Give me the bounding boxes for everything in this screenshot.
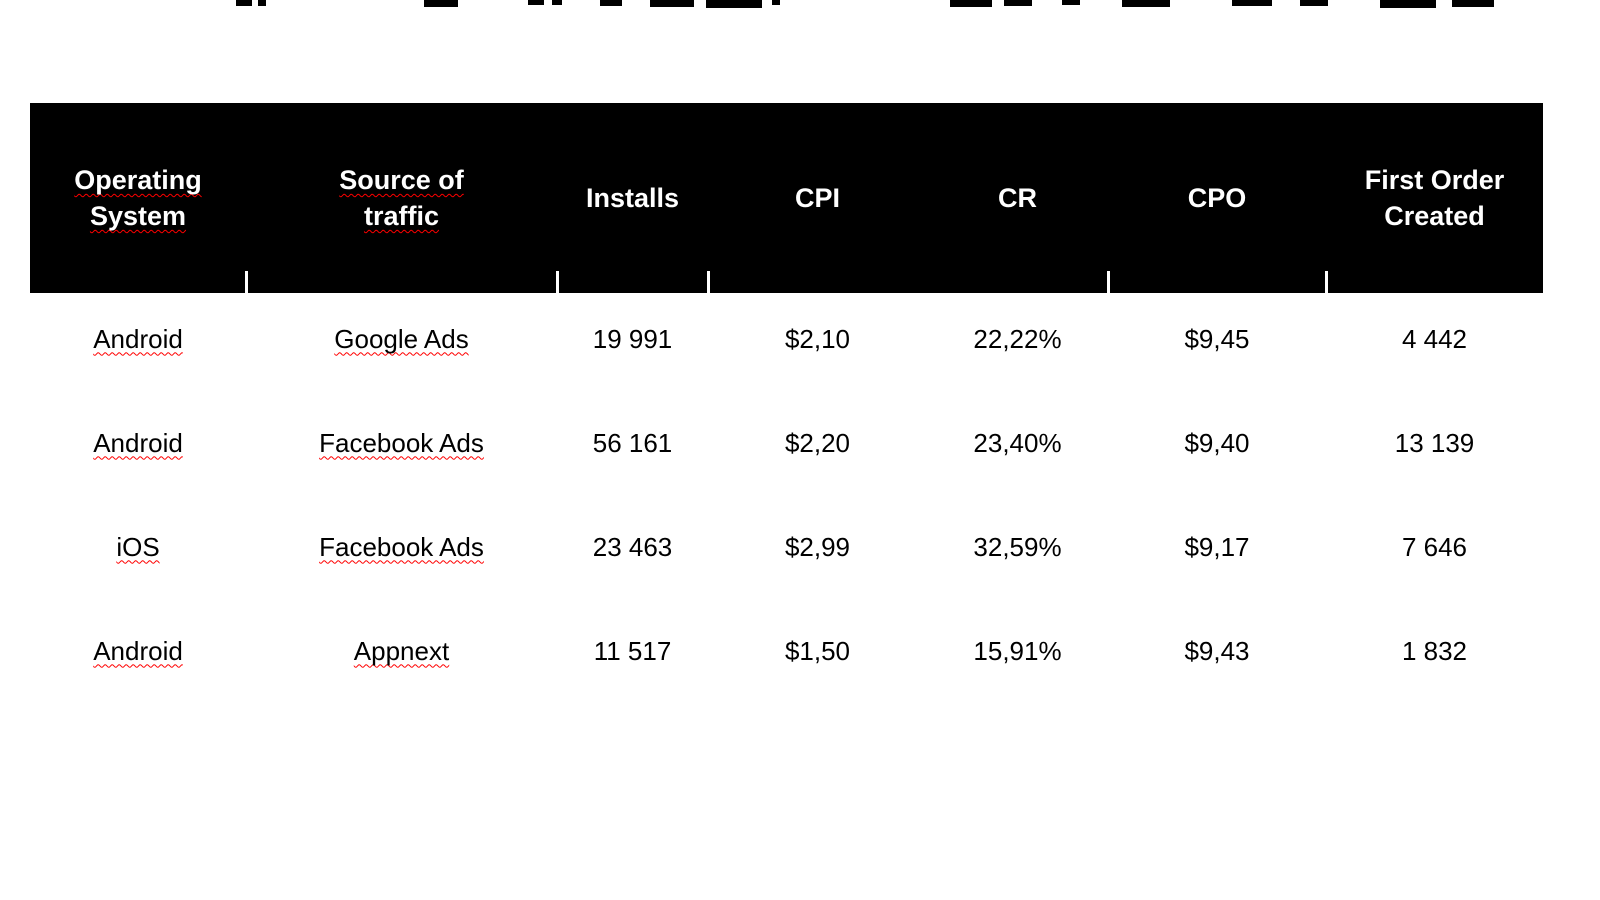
- cell-text: Facebook Ads: [319, 531, 484, 562]
- cell-first-order-created[interactable]: 1 832: [1326, 599, 1543, 703]
- cell-text: 32,59%: [973, 531, 1062, 562]
- column-divider: [1325, 271, 1328, 293]
- cell-first-order-created[interactable]: 7 646: [1326, 495, 1543, 599]
- col-header-cpo[interactable]: CPO: [1108, 103, 1326, 293]
- column-divider: [707, 271, 710, 293]
- cell-text: 11 517: [593, 635, 672, 666]
- col-header-cr[interactable]: CR: [927, 103, 1108, 293]
- cell-cr[interactable]: 23,40%: [927, 391, 1108, 495]
- cell-text: Appnext: [353, 635, 450, 666]
- column-divider: [245, 271, 248, 293]
- cell-text: $9,40: [1184, 427, 1250, 458]
- cell-text: 15,91%: [973, 635, 1062, 666]
- cell-text: iOS: [116, 531, 160, 562]
- col-header-cpi[interactable]: CPI: [708, 103, 927, 293]
- cell-operating-system[interactable]: iOS: [30, 495, 246, 599]
- cell-text: Android: [93, 323, 183, 354]
- cell-cpi[interactable]: $2,20: [708, 391, 927, 495]
- cell-text: 22,22%: [973, 323, 1062, 354]
- cell-installs[interactable]: 11 517: [557, 599, 708, 703]
- col-header-label: Operating System: [74, 165, 202, 231]
- cell-text: Android: [93, 635, 183, 666]
- col-header-source-of-traffic[interactable]: Source of traffic: [246, 103, 557, 293]
- cell-text: 1 832: [1401, 635, 1468, 666]
- cell-text: 13 139: [1394, 427, 1475, 458]
- cell-cpo[interactable]: $9,43: [1108, 599, 1326, 703]
- cell-text: $1,50: [784, 635, 851, 666]
- cell-source-of-traffic[interactable]: Appnext: [246, 599, 557, 703]
- cell-cr[interactable]: 22,22%: [927, 287, 1108, 391]
- cell-cpo[interactable]: $9,45: [1108, 287, 1326, 391]
- cell-operating-system[interactable]: Android: [30, 287, 246, 391]
- col-header-installs[interactable]: Installs: [557, 103, 708, 293]
- cropped-text-top: [0, 0, 1600, 10]
- cell-text: $2,10: [784, 323, 851, 354]
- cell-text: $9,43: [1184, 635, 1250, 666]
- col-header-label: CR: [998, 183, 1037, 213]
- cell-text: 4 442: [1401, 323, 1468, 354]
- column-divider: [556, 271, 559, 293]
- col-header-label: CPI: [794, 183, 840, 213]
- table-body: Android Google Ads 19 991 $2,10 22,22% $…: [30, 287, 1543, 703]
- table-row: iOS Facebook Ads 23 463 $2,99 32,59% $9,…: [30, 495, 1543, 599]
- cell-text: Google Ads: [334, 323, 469, 354]
- cell-text: 23 463: [592, 531, 673, 562]
- cell-text: 7 646: [1401, 531, 1468, 562]
- cell-cr[interactable]: 15,91%: [927, 599, 1108, 703]
- table-row: Android Appnext 11 517 $1,50 15,91% $9,4…: [30, 599, 1543, 703]
- cell-cpi[interactable]: $2,10: [708, 287, 927, 391]
- col-header-first-order-created[interactable]: First Order Created: [1326, 103, 1543, 293]
- cell-text: 56 161: [592, 427, 673, 458]
- table-header-row: Operating System Source of traffic Insta…: [30, 103, 1543, 293]
- col-header-label: Source of traffic: [339, 165, 464, 231]
- cell-source-of-traffic[interactable]: Google Ads: [246, 287, 557, 391]
- cell-text: Android: [93, 427, 183, 458]
- cell-text: $9,45: [1184, 323, 1250, 354]
- col-header-label: CPO: [1187, 183, 1247, 213]
- cell-cpi[interactable]: $1,50: [708, 599, 927, 703]
- cell-source-of-traffic[interactable]: Facebook Ads: [246, 391, 557, 495]
- cell-text: Facebook Ads: [319, 427, 484, 458]
- cell-installs[interactable]: 56 161: [557, 391, 708, 495]
- col-header-operating-system[interactable]: Operating System: [30, 103, 246, 293]
- col-header-label: First Order Created: [1364, 165, 1505, 231]
- cell-text: $9,17: [1184, 531, 1250, 562]
- cell-installs[interactable]: 19 991: [557, 287, 708, 391]
- cell-text: $2,20: [784, 427, 851, 458]
- table-row: Android Facebook Ads 56 161 $2,20 23,40%…: [30, 391, 1543, 495]
- cell-operating-system[interactable]: Android: [30, 391, 246, 495]
- cell-first-order-created[interactable]: 13 139: [1326, 391, 1543, 495]
- cell-installs[interactable]: 23 463: [557, 495, 708, 599]
- cell-first-order-created[interactable]: 4 442: [1326, 287, 1543, 391]
- cell-text: 19 991: [592, 323, 673, 354]
- col-header-label: Installs: [585, 183, 680, 213]
- cell-source-of-traffic[interactable]: Facebook Ads: [246, 495, 557, 599]
- cell-cpo[interactable]: $9,40: [1108, 391, 1326, 495]
- traffic-metrics-table: Operating System Source of traffic Insta…: [30, 103, 1543, 709]
- column-divider: [1107, 271, 1110, 293]
- table-row: Android Google Ads 19 991 $2,10 22,22% $…: [30, 287, 1543, 391]
- cell-cpi[interactable]: $2,99: [708, 495, 927, 599]
- cell-cr[interactable]: 32,59%: [927, 495, 1108, 599]
- cell-cpo[interactable]: $9,17: [1108, 495, 1326, 599]
- cell-text: $2,99: [784, 531, 851, 562]
- cell-operating-system[interactable]: Android: [30, 599, 246, 703]
- cell-text: 23,40%: [973, 427, 1062, 458]
